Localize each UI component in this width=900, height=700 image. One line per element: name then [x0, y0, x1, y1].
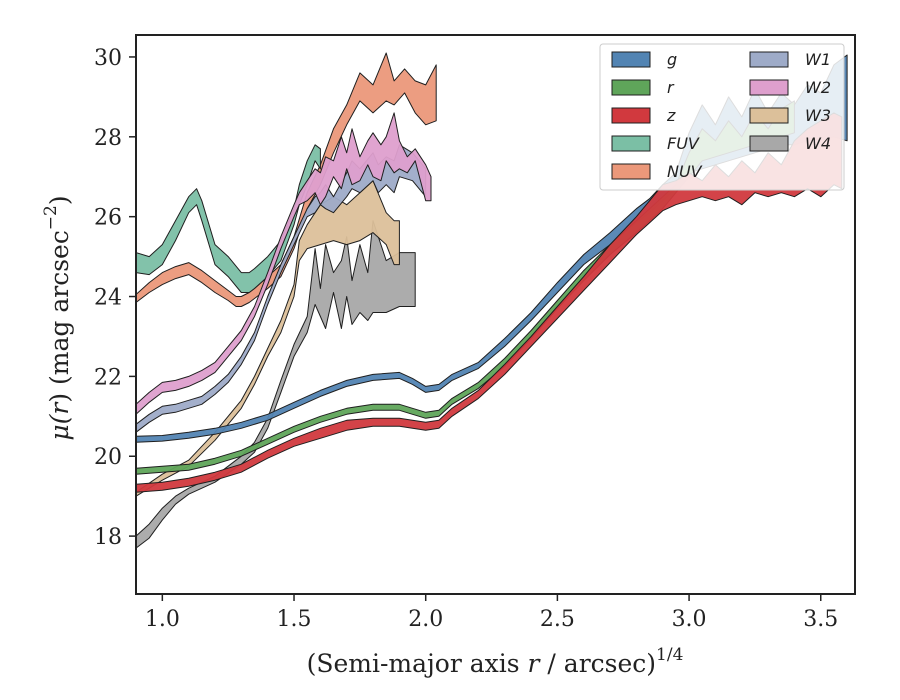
x-tick-label: 3.0 [672, 607, 707, 632]
legend-label-fuv: FUV [667, 134, 700, 153]
legend-swatch-z [611, 107, 651, 124]
y-axis-label: μ(r) (mag arcsec−2) [41, 195, 74, 440]
plot-frame [135, 34, 856, 595]
y-axis-label-mu: μ( [45, 413, 74, 440]
legend-swatch-fuv [611, 135, 651, 152]
legend-swatch-w1 [749, 51, 789, 68]
legend-swatch-r [611, 79, 651, 96]
legend-swatch-w2 [749, 79, 789, 96]
y-tick-label: 28 [94, 126, 122, 151]
legend-swatch-g [611, 51, 651, 68]
y-axis-label-end: ) [45, 195, 74, 205]
x-tick-label: 2.5 [540, 607, 575, 632]
y-tick-label: 20 [94, 445, 122, 470]
y-tick-label: 26 [94, 206, 122, 231]
x-axis-ticks: 1.0 1.5 2.0 2.5 3.0 3.5 [145, 594, 838, 632]
x-axis-label-prefix: (Semi-major axis [307, 649, 528, 678]
y-tick-label: 24 [94, 286, 122, 311]
legend-label-w2: W2 [805, 78, 831, 97]
x-axis-label: (Semi-major axis r / arcsec)1/4 [307, 645, 684, 678]
legend-label-w1: W1 [805, 50, 831, 69]
legend-swatch-w4 [749, 135, 789, 152]
y-tick-label: 30 [94, 46, 122, 71]
x-tick-label: 2.0 [408, 607, 443, 632]
y-axis-label-mid: ) (mag arcsec [45, 230, 74, 403]
legend-label-w4: W4 [805, 134, 831, 153]
x-tick-label: 1.5 [277, 607, 312, 632]
band-area-g [136, 54, 848, 443]
legend-label-g: g [667, 50, 677, 69]
x-tick-label: 1.0 [145, 607, 180, 632]
y-axis-label-var: r [45, 401, 74, 415]
legend-label-z: z [666, 106, 676, 125]
legend-label-w3: W3 [805, 106, 831, 125]
legend-swatch-nuv [611, 163, 651, 180]
y-tick-label: 22 [94, 365, 122, 390]
legend-label-r: r [667, 78, 675, 97]
x-axis-label-mid: / arcsec) [539, 649, 656, 678]
x-tick-label: 3.5 [803, 607, 838, 632]
band-area-w2 [136, 112, 432, 415]
y-tick-label: 18 [94, 525, 122, 550]
legend: grz FUV NUV W1 W2 W3 W4 [599, 43, 845, 191]
y-axis-label-sup: −2 [41, 205, 61, 230]
band-area-w3 [136, 180, 400, 497]
legend-swatch-w3 [749, 107, 789, 124]
x-axis-label-sup: 1/4 [656, 645, 683, 665]
legend-label-nuv: NUV [667, 162, 703, 181]
x-axis-label-var: r [528, 649, 542, 678]
y-axis-ticks: 18 20 22 24 26 28 30 [94, 46, 136, 550]
